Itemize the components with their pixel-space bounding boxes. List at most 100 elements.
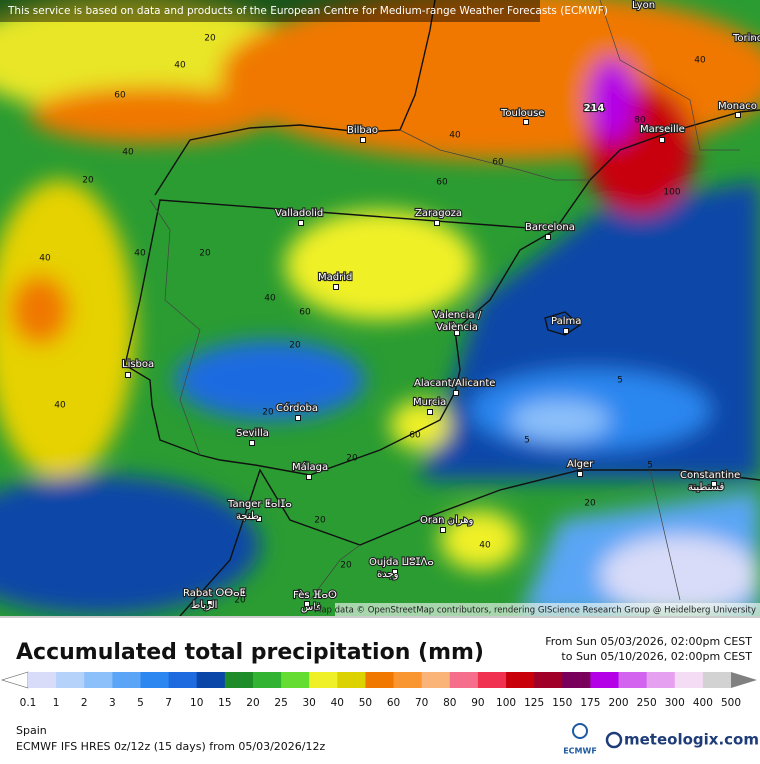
contour-label: 20 [204, 34, 216, 44]
city-dot [249, 440, 255, 446]
colorbar-segment [168, 672, 198, 688]
city-dot [304, 601, 310, 607]
contour-label: 40 [39, 254, 51, 264]
city-label: Murcia [413, 397, 446, 408]
city-dot [523, 119, 529, 125]
colorbar-label: 20 [246, 697, 259, 709]
city-dot [563, 328, 569, 334]
contour-label: 40 [449, 131, 461, 141]
city-label: طنجة [236, 511, 259, 522]
period-from: From Sun 05/03/2026, 02:00pm CEST [545, 635, 752, 648]
city-dot [256, 516, 262, 522]
city-label: Marseille [640, 124, 685, 135]
city-label: Córdoba [276, 402, 318, 414]
service-notice: This service is based on data and produc… [7, 5, 608, 17]
city-dot [360, 137, 366, 143]
colorbar-label: 25 [274, 697, 287, 709]
colorbar-segment [365, 672, 395, 688]
legend-title: Accumulated total precipitation (mm) [16, 640, 484, 665]
colorbar-segment [702, 672, 732, 688]
city-label: Zaragoza [415, 208, 462, 219]
city-label: Toulouse [500, 108, 544, 119]
city-label: Málaga [292, 461, 328, 473]
colorbar-segment [252, 672, 282, 688]
brand-text: meteologix.com [624, 731, 759, 749]
city-label: Valencia / [433, 310, 482, 321]
city-labels: Lyon Torino Monaco Toulouse Marseille Bilbao V… [121, 0, 760, 614]
colorbar-label: 70 [415, 697, 428, 709]
city-label: Valladolid [275, 208, 323, 219]
contour-label: 20 [199, 249, 211, 259]
city-label: València [436, 321, 478, 333]
contour-label: 40 [134, 249, 146, 259]
city-label: Sevilla [236, 428, 269, 439]
city-dot [453, 390, 459, 396]
colorbar-segment [112, 672, 141, 688]
coastlines [124, 0, 760, 616]
contour-label: 20 [346, 454, 358, 464]
city-dot [545, 234, 551, 240]
map: 40 60 20 40 20 40 40 20 40 60 20 40 20 60 20 20 20 20 40 20… [0, 0, 760, 616]
city-label: Constantine [680, 470, 740, 481]
brand: meteologix.com [605, 731, 759, 749]
city-label: Madrid [318, 272, 352, 283]
colorbar-label: 60 [387, 697, 400, 709]
contour-label: 40 [694, 56, 706, 66]
colorbar-segment [674, 672, 704, 688]
city-dot [735, 112, 741, 118]
contour-label: 40 [479, 541, 491, 551]
colorbar-arrow-low [0, 671, 29, 689]
model-info: ECMWF IFS HRES 0z/12z (15 days) from 05/… [16, 740, 326, 753]
colorbar-label: 5 [137, 697, 144, 709]
colorbar-segment [56, 672, 85, 688]
city-dot [207, 600, 213, 606]
city-label: Oran وهران [420, 515, 474, 526]
contour-label: 80 [634, 116, 646, 126]
contour-label: 20 [289, 341, 301, 351]
colorbar-segment [534, 672, 563, 688]
city-label: Monaco [718, 101, 757, 112]
city-dot [392, 569, 398, 575]
contour-label: 60 [114, 91, 126, 101]
colorbar-segment [477, 672, 507, 688]
city-dot [434, 220, 440, 226]
contour-label: 60 [492, 158, 504, 168]
colorbar-segment [281, 672, 310, 688]
colorbar-label: 10 [190, 697, 203, 709]
colorbar-segment [224, 672, 254, 688]
borders [149, 0, 740, 601]
colorbar-label: 400 [693, 697, 713, 709]
contour-label: 100 [663, 188, 680, 198]
colorbar-label: 100 [496, 697, 516, 709]
contour-labels: 40 60 20 40 20 40 40 20 40 60 20 40 20 60 20 20 20 20 40 20… [39, 34, 706, 606]
city-label: وجدة [377, 569, 399, 580]
colorbar-segment [646, 672, 676, 688]
city-label: Alacant/Alicante [414, 378, 495, 389]
city-label: Alger [567, 459, 594, 470]
colorbar-label: 90 [471, 697, 484, 709]
city-label: فاس [301, 602, 321, 613]
colorbar-label: 175 [580, 697, 600, 709]
city-label: قسنطينة [688, 482, 725, 493]
contour-label: 5 [524, 436, 530, 446]
contour-label: 40 [122, 148, 134, 158]
city-dot [752, 35, 758, 41]
city-label: Oujda ⵡⵓⵊⴷⴰ [369, 557, 434, 568]
contour-label: 20 [340, 561, 352, 571]
colorbar-segment [449, 672, 479, 688]
colorbar-label: 500 [721, 697, 741, 709]
contour-label: 20 [314, 516, 326, 526]
contour-label: 60 [299, 308, 311, 318]
contour-label: 20 [82, 176, 94, 186]
city-label: Fès ⴼⴰⵙ [293, 589, 337, 601]
city-dot [577, 471, 583, 477]
colorbar-segment [562, 672, 591, 688]
colorbar-label: 15 [218, 697, 231, 709]
colorbar-label: 3 [109, 697, 116, 709]
colorbar-label: 1 [53, 697, 60, 709]
city-dot [427, 409, 433, 415]
city-label: Bilbao [347, 125, 378, 136]
city-label: Lyon [632, 0, 655, 11]
